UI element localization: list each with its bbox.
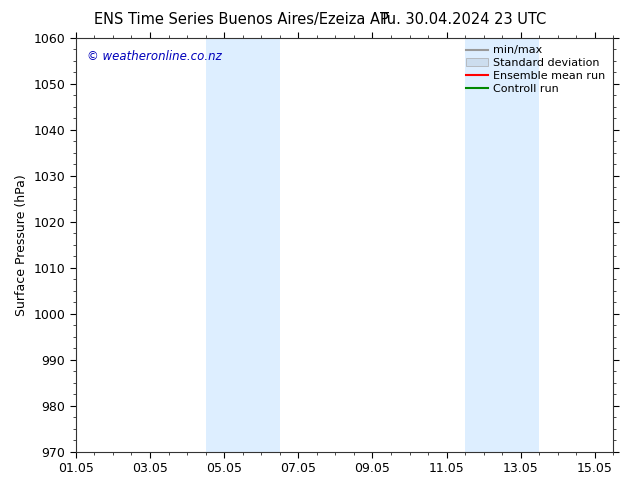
Bar (465, 38, 540, 452)
Legend: min/max, Standard deviation, Ensemble mean run, Controll run: min/max, Standard deviation, Ensemble me… (461, 41, 610, 98)
Text: © weatheronline.co.nz: © weatheronline.co.nz (87, 50, 221, 63)
Bar (205, 38, 280, 452)
Text: ENS Time Series Buenos Aires/Ezeiza AP: ENS Time Series Buenos Aires/Ezeiza AP (94, 12, 388, 27)
Text: Tu. 30.04.2024 23 UTC: Tu. 30.04.2024 23 UTC (380, 12, 546, 27)
Y-axis label: Surface Pressure (hPa): Surface Pressure (hPa) (15, 174, 28, 316)
